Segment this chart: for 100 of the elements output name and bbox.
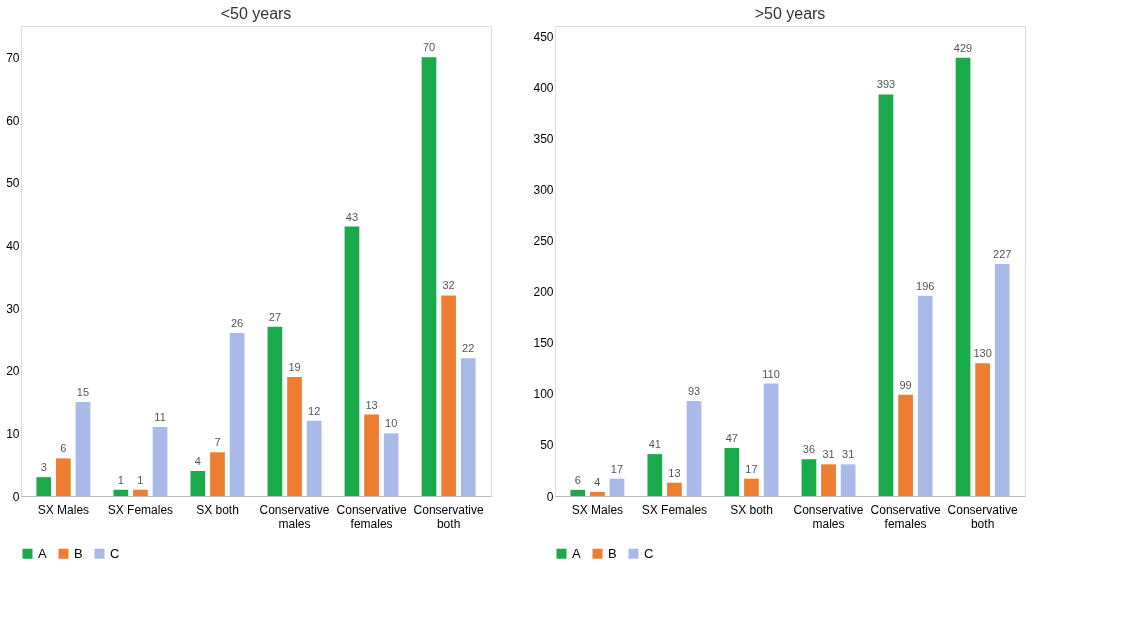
bar	[994, 264, 1010, 496]
x-tick-label: Conservative females	[870, 502, 941, 531]
legend-label: A	[38, 545, 47, 561]
data-label: 1	[117, 473, 124, 486]
legend-label: C	[644, 545, 654, 561]
bar	[744, 478, 759, 496]
bar	[287, 376, 302, 496]
data-label: 70	[422, 41, 436, 54]
data-label: 17	[610, 462, 624, 475]
data-label: 4	[594, 475, 601, 488]
data-label: 41	[648, 438, 661, 451]
x-tick-label: SX Females	[641, 502, 708, 517]
data-label: 4	[194, 454, 201, 467]
bar	[570, 489, 586, 496]
legend-label: B	[74, 545, 83, 561]
bar	[267, 326, 283, 496]
bar	[801, 459, 817, 496]
x-tick-label: SX Males	[37, 502, 90, 517]
data-label: 93	[687, 384, 701, 397]
data-label: 17	[745, 462, 758, 475]
data-label: 196	[916, 279, 935, 292]
chart-title: <50 years	[220, 5, 292, 22]
data-label: 429	[953, 41, 973, 54]
data-label: 1	[137, 473, 144, 486]
bar	[56, 458, 71, 496]
bar	[210, 452, 225, 496]
bar	[152, 427, 168, 496]
chart-title: >50 years	[754, 5, 826, 22]
bar	[421, 57, 437, 496]
bar	[441, 295, 456, 496]
data-label: 26	[230, 317, 244, 330]
data-label: 11	[154, 411, 166, 424]
data-label: 110	[762, 367, 780, 380]
data-label: 99	[899, 378, 912, 391]
x-tick-label: SX both	[196, 502, 239, 517]
data-label: 6	[574, 473, 581, 486]
bar	[383, 433, 399, 496]
bar	[763, 383, 779, 496]
y-tick-label: 100	[533, 387, 554, 402]
bar	[75, 402, 91, 496]
y-tick-label: 450	[533, 29, 554, 44]
bar	[840, 464, 856, 496]
data-label: 15	[76, 386, 90, 398]
data-label: 31	[842, 448, 855, 461]
bar	[917, 295, 933, 496]
y-tick-label: 20	[6, 364, 20, 379]
bar	[821, 464, 836, 496]
bar	[113, 489, 129, 496]
bar	[955, 57, 971, 496]
bar	[724, 447, 740, 496]
data-label: 36	[802, 443, 816, 456]
data-label: 7	[214, 436, 221, 449]
y-tick-label: 30	[6, 301, 20, 316]
y-tick-label: 60	[6, 113, 20, 128]
bar	[36, 477, 52, 496]
x-tick-label: Conservative females	[336, 502, 407, 531]
x-tick-label: Conservative males	[259, 502, 330, 531]
data-label: 27	[268, 310, 282, 323]
x-tick-label: SX both	[730, 502, 773, 517]
y-tick-label: 150	[533, 336, 554, 351]
data-label: 227	[993, 248, 1012, 261]
bar	[344, 226, 360, 496]
y-tick-label: 50	[540, 438, 554, 453]
legend-label: C	[110, 545, 120, 561]
bar	[306, 420, 322, 496]
y-tick-label: 300	[533, 182, 554, 197]
y-tick-label: 40	[6, 238, 20, 253]
bar	[878, 94, 894, 496]
bar	[133, 489, 148, 496]
data-label: 32	[442, 279, 455, 292]
data-label: 393	[876, 78, 896, 91]
data-label: 13	[365, 398, 378, 411]
x-tick-label: SX Females	[107, 502, 174, 517]
legend-label: A	[572, 545, 581, 561]
bar	[647, 454, 663, 496]
x-tick-label: Conservative both	[413, 502, 484, 531]
y-tick-label: 70	[6, 50, 20, 65]
bar	[190, 470, 206, 496]
y-tick-label: 200	[533, 285, 554, 300]
x-tick-label: SX Males	[571, 502, 624, 517]
y-tick-label: 350	[533, 131, 554, 146]
bar	[229, 333, 245, 496]
bar	[686, 400, 702, 496]
x-tick-label: Conservative both	[947, 502, 1018, 531]
bar	[364, 414, 379, 496]
bar	[975, 363, 990, 496]
y-tick-label: 0	[546, 489, 554, 504]
data-label: 6	[60, 442, 67, 455]
data-label: 10	[385, 417, 398, 430]
data-label: 130	[973, 347, 992, 360]
y-tick-label: 250	[533, 234, 554, 249]
y-tick-label: 10	[6, 426, 20, 441]
data-label: 12	[308, 404, 321, 417]
y-tick-label: 50	[6, 176, 20, 191]
data-label: 47	[725, 431, 738, 444]
data-label: 19	[288, 360, 301, 373]
data-label: 3	[40, 461, 47, 474]
data-label: 31	[822, 448, 835, 461]
bar	[898, 394, 913, 496]
bar	[460, 358, 476, 496]
